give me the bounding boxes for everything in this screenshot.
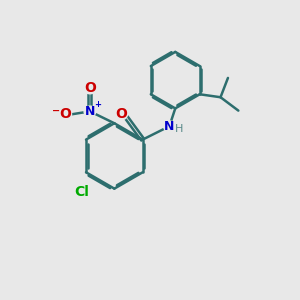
Ellipse shape	[114, 109, 128, 120]
Ellipse shape	[84, 106, 96, 117]
Text: O: O	[59, 107, 71, 121]
Text: O: O	[115, 107, 127, 121]
Ellipse shape	[72, 185, 91, 198]
Text: H: H	[175, 124, 183, 134]
Text: N: N	[85, 105, 95, 118]
Text: N: N	[164, 120, 175, 133]
Ellipse shape	[83, 82, 97, 94]
Ellipse shape	[164, 121, 175, 131]
Text: Cl: Cl	[74, 184, 89, 199]
Text: −: −	[52, 106, 60, 116]
Text: +: +	[94, 100, 101, 109]
Text: O: O	[84, 81, 96, 95]
Ellipse shape	[58, 109, 71, 120]
